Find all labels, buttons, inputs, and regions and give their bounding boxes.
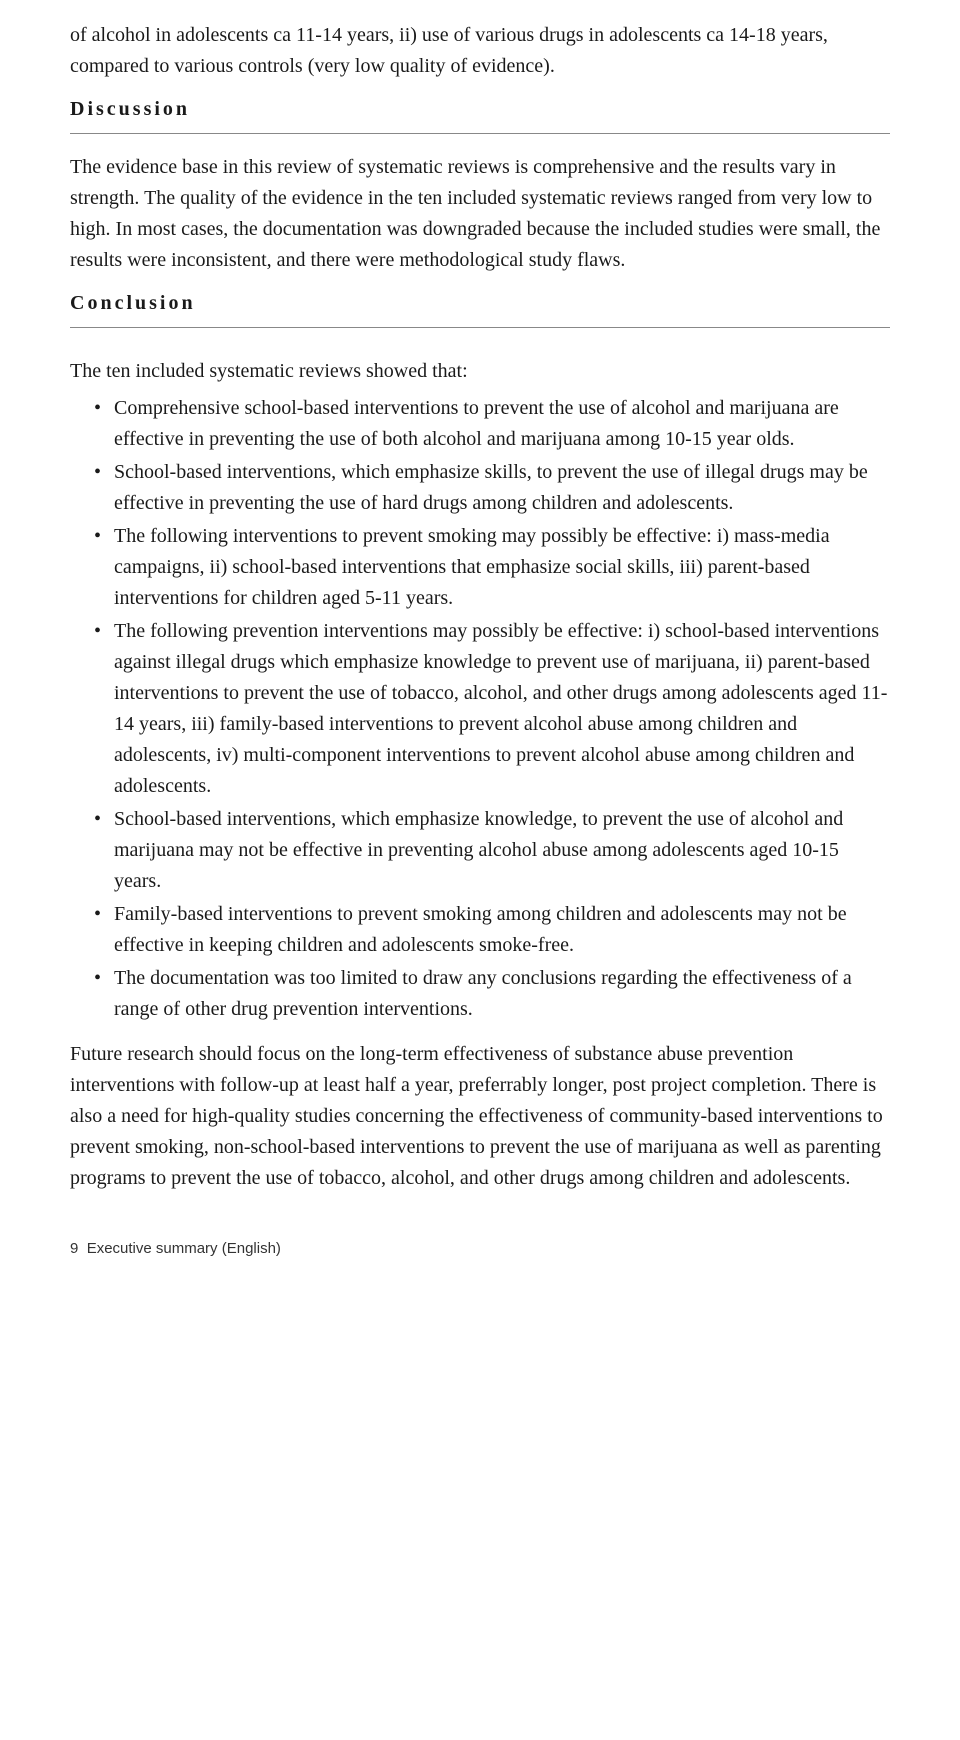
intro-fragment: of alcohol in adolescents ca 11-14 years…	[70, 20, 890, 82]
conclusion-heading: Conclusion	[70, 292, 890, 315]
section-rule	[70, 133, 890, 134]
list-item: School-based interventions, which emphas…	[114, 457, 890, 519]
list-item: The documentation was too limited to dra…	[114, 963, 890, 1025]
conclusion-bullets: Comprehensive school-based interventions…	[70, 393, 890, 1025]
list-item: Family-based interventions to prevent sm…	[114, 899, 890, 961]
conclusion-closing: Future research should focus on the long…	[70, 1039, 890, 1194]
discussion-heading: Discussion	[70, 98, 890, 121]
page-number: 9	[70, 1240, 78, 1257]
list-item: Comprehensive school-based interventions…	[114, 393, 890, 455]
page-footer: 9 Executive summary (English)	[70, 1240, 890, 1257]
footer-title: Executive summary (English)	[87, 1240, 281, 1257]
conclusion-lead: The ten included systematic reviews show…	[70, 356, 890, 387]
discussion-paragraph: The evidence base in this review of syst…	[70, 152, 890, 276]
list-item: The following prevention interventions m…	[114, 616, 890, 802]
section-rule	[70, 327, 890, 328]
document-page: of alcohol in adolescents ca 11-14 years…	[0, 0, 960, 1287]
list-item: The following interventions to prevent s…	[114, 521, 890, 614]
list-item: School-based interventions, which emphas…	[114, 804, 890, 897]
